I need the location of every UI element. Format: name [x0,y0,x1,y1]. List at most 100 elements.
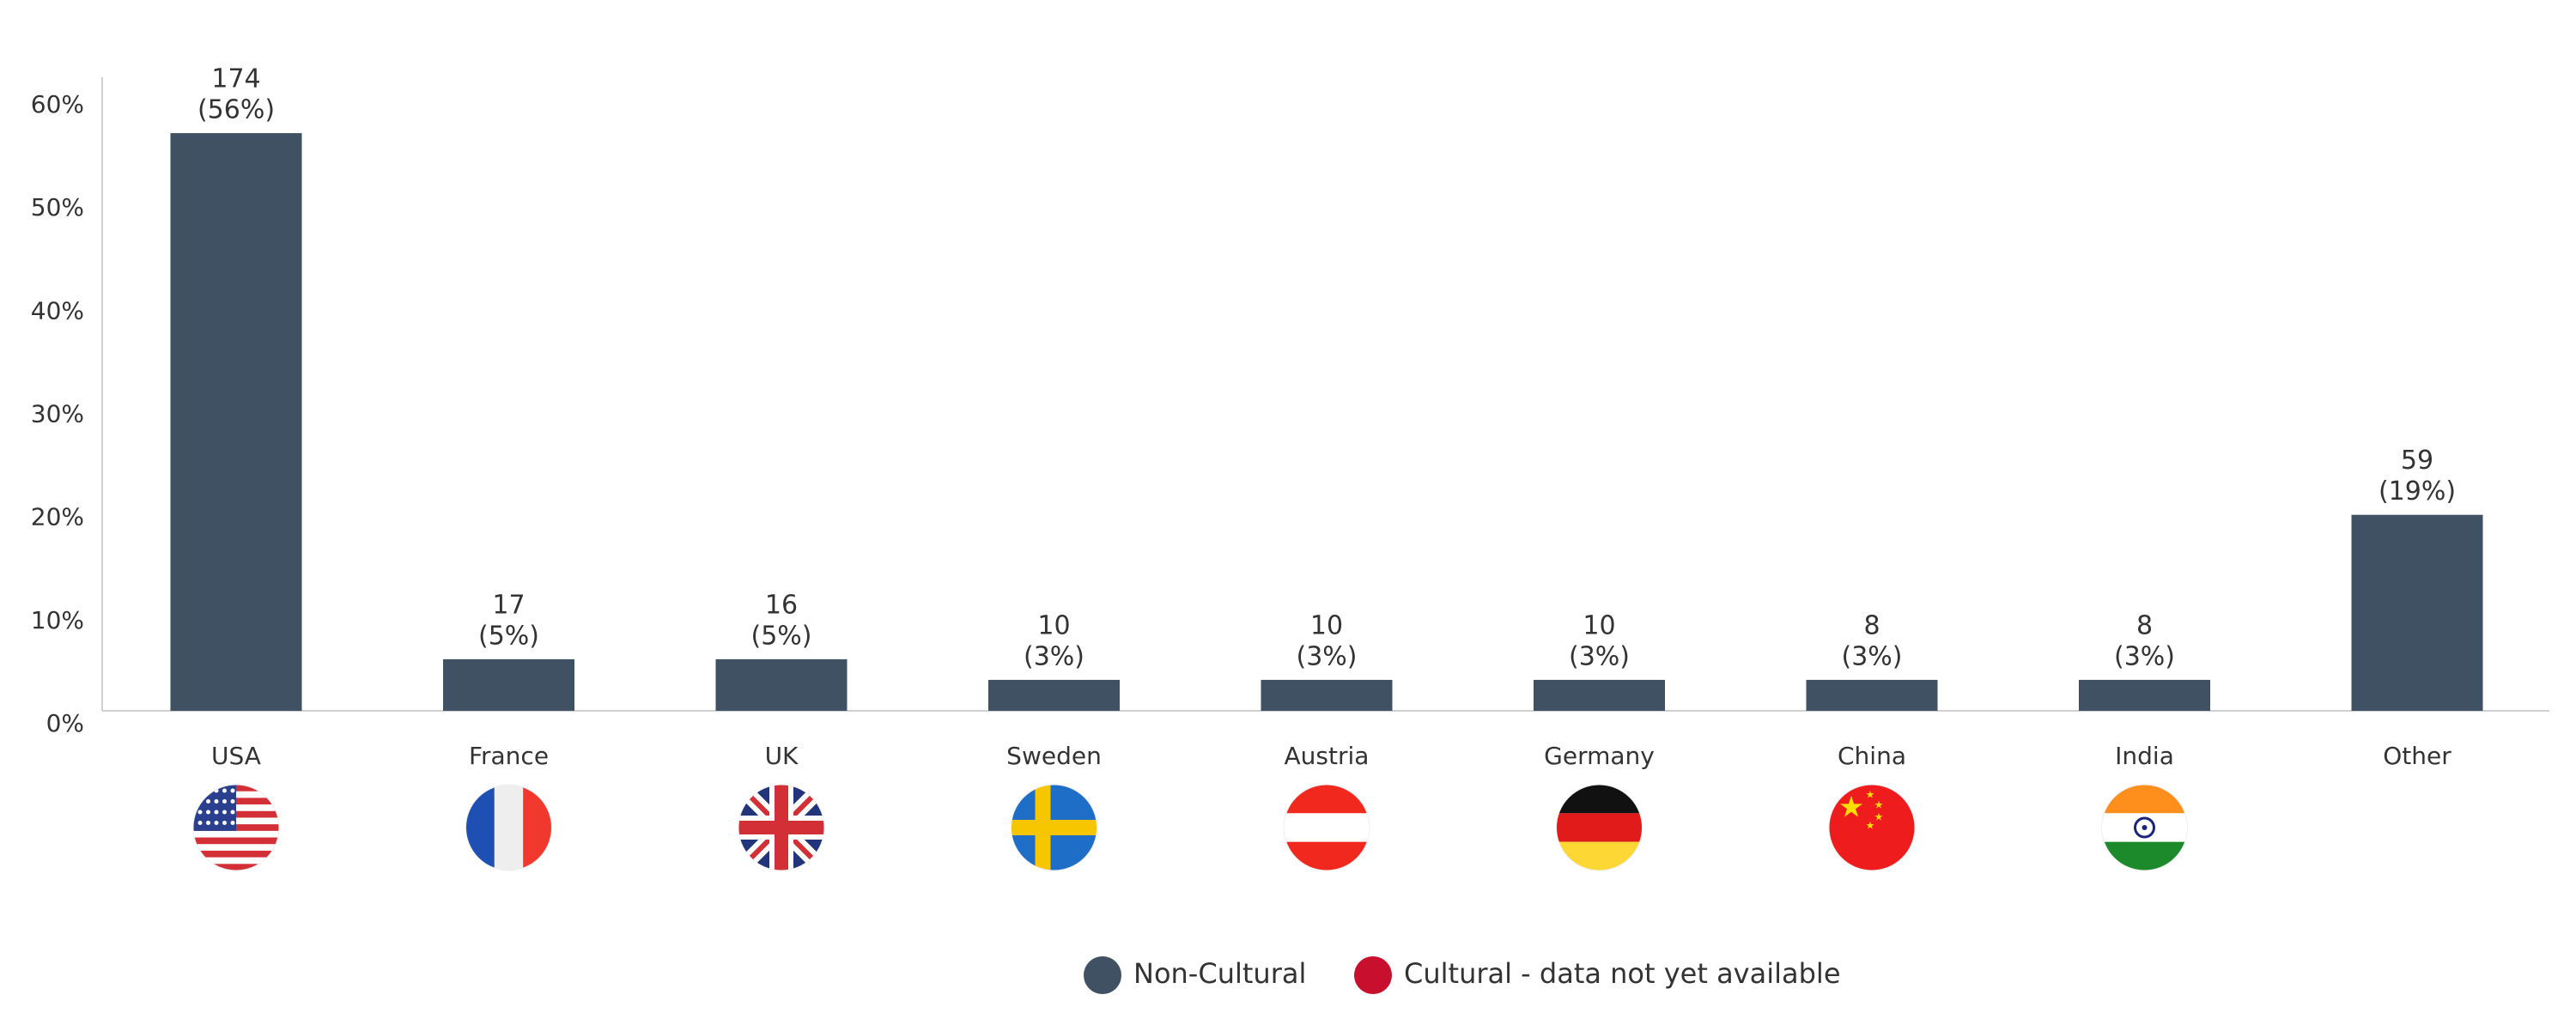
flag [1011,785,1097,870]
count-label: 16 [765,590,798,620]
x-tick-label: UK [765,742,799,770]
x-tick-label: USA [211,742,261,770]
star [230,810,235,815]
flag-outline [465,784,552,871]
stripe [193,837,279,845]
f3 [523,785,552,870]
chakra [2134,816,2155,839]
g3 [1556,841,1643,870]
star [222,788,227,793]
flag [193,785,279,870]
legend-swatch [1084,956,1121,994]
value-label: (56%) [197,95,275,125]
star: ★ [1838,791,1864,825]
value-label: (19%) [2379,476,2456,506]
stripe [193,857,279,864]
flag-outline [192,784,280,871]
star [214,810,219,815]
a3 [1284,841,1370,870]
value-label: (3%) [1841,641,1902,671]
g2 [1556,813,1643,842]
a1 [1284,785,1370,814]
i3 [2101,841,2188,870]
y-tick-label: 10% [31,606,84,634]
hub [2142,825,2148,830]
star [230,788,235,793]
y-tick-label: 50% [31,193,84,221]
bar [715,658,848,711]
star [206,799,210,804]
count-label: 10 [1310,610,1343,640]
count-label: 59 [2401,446,2433,476]
cr2 [775,785,788,870]
flag [2101,785,2188,870]
value-label: (5%) [750,621,811,651]
count-label: 8 [2136,610,2153,640]
h [1011,820,1097,835]
x-tick-label: Austria [1285,742,1370,770]
flag [465,785,552,870]
y-tick-label: 60% [31,90,84,118]
star [197,821,203,825]
legend-swatch [1354,956,1392,994]
count-label: 17 [492,590,525,620]
y-tick-label: 30% [31,400,84,428]
v [1035,785,1051,870]
value-label: (3%) [1296,641,1357,671]
value-label: (5%) [478,621,539,651]
star [206,821,210,825]
star: ★ [1874,811,1884,823]
star [197,788,203,793]
y-tick-label: 0% [46,709,84,737]
flag [738,785,824,870]
flag-outline [1828,784,1916,871]
value-label: (3%) [1569,641,1630,671]
x-tick-label: Sweden [1006,742,1102,770]
f2 [494,785,524,870]
x-tick-label: China [1838,742,1906,770]
flag-outline [2101,784,2188,871]
stripe [193,844,279,852]
count-label: 10 [1037,610,1070,640]
flag [1556,785,1643,870]
x-tick-label: Germany [1544,742,1655,770]
count-label: 8 [1863,610,1880,640]
a2 [1284,813,1370,842]
star [214,821,219,825]
star [197,799,203,804]
star [222,810,227,815]
stripe [193,830,279,839]
f1 [465,785,495,870]
value-label: (3%) [2114,641,2175,671]
flag-outline [1556,784,1643,871]
y-tick-label: 20% [31,503,84,531]
g1 [1556,785,1643,814]
star [197,810,203,815]
bar [1261,679,1393,711]
bar [2079,679,2210,711]
star [206,788,210,793]
value-label: (3%) [1024,641,1084,671]
star [214,799,219,804]
star [222,799,227,804]
legend-label: Non-Cultural [1133,957,1306,990]
flag: ★ ★★★★ [1829,785,1915,870]
bar [170,133,302,712]
stripe [193,864,279,870]
star [206,810,210,815]
star [230,799,235,804]
bg [1829,785,1915,870]
stripe [193,850,279,858]
star [230,821,235,825]
flag-outline [1011,784,1097,871]
x-tick-label: Other [2383,742,2451,770]
star: ★ [1866,789,1875,801]
count-label: 174 [211,64,260,94]
flag [1284,785,1370,870]
y-tick-label: 40% [31,296,84,325]
star: ★ [1874,799,1884,811]
count-label: 10 [1583,610,1615,640]
star: ★ [1866,820,1875,832]
